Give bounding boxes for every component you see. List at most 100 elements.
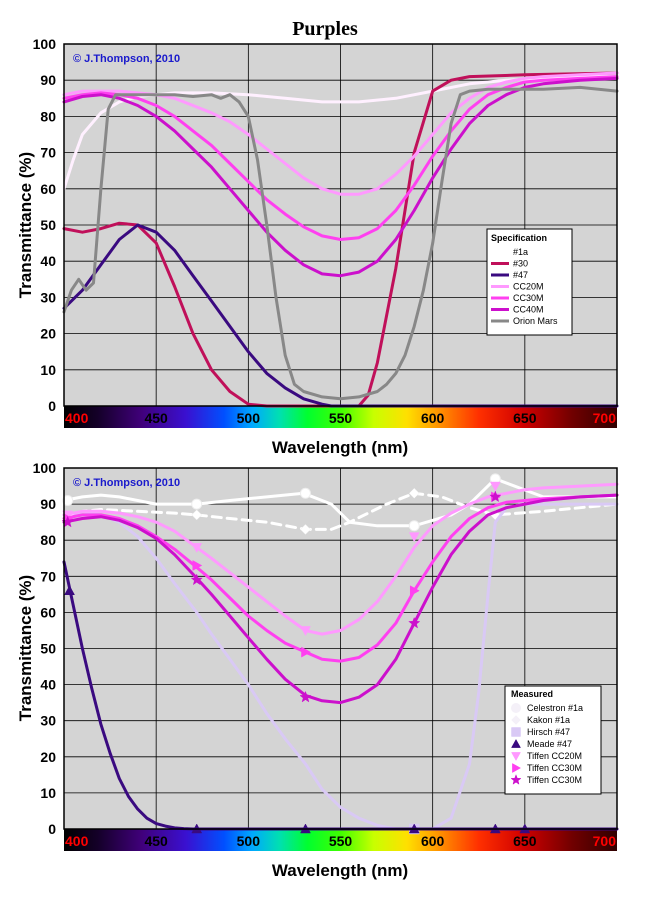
legend-label: CC30M bbox=[513, 293, 544, 303]
spectrum-bar-top bbox=[64, 406, 617, 428]
y-tick-label: 90 bbox=[40, 72, 56, 88]
data-point-tiffen-cc30m bbox=[408, 616, 421, 629]
legend-title-bottom: Measured bbox=[511, 689, 553, 699]
legend-marker bbox=[512, 763, 522, 773]
data-point-meade-47 bbox=[64, 585, 75, 595]
legend-marker bbox=[511, 752, 521, 762]
data-point-kakon-1a bbox=[300, 524, 311, 535]
data-point-tiffen-cc20m bbox=[408, 532, 420, 543]
x-tick-label: 700 bbox=[593, 833, 617, 849]
y-ticks-bottom: 0 10 20 30 40 50 60 70 80 90 100 bbox=[33, 460, 57, 837]
figure-title: Purples bbox=[292, 18, 358, 40]
series-line-hirsch-47 bbox=[62, 502, 619, 831]
y-tick-label: 60 bbox=[40, 604, 56, 620]
legend-bottom: Measured Celestron #1a Kakon #1a Hirsch #4… bbox=[504, 685, 602, 795]
y-tick-label: 50 bbox=[40, 217, 56, 233]
legend-label: Tiffen CC30M bbox=[527, 763, 582, 773]
legend-label: Hirsch #47 bbox=[527, 727, 570, 737]
legend-label: Celestron #1a bbox=[527, 703, 583, 713]
legend-title-top: Specification bbox=[491, 233, 547, 243]
x-tick-label: 400 bbox=[65, 833, 89, 849]
y-tick-label: 0 bbox=[48, 821, 56, 837]
y-tick-label: 40 bbox=[40, 677, 56, 693]
data-point-tiffen-cc20m bbox=[191, 543, 203, 553]
data-point-celestron-1a bbox=[299, 487, 311, 499]
x-tick-label: 650 bbox=[513, 833, 537, 849]
series-group-bottom bbox=[61, 473, 619, 835]
series-line-tiffen-cc30m bbox=[62, 493, 619, 705]
copyright-bottom: © J.Thompson, 2010 bbox=[73, 477, 180, 489]
copyright-top: © J.Thompson, 2010 bbox=[73, 53, 180, 65]
series-line-orion-mars bbox=[62, 85, 619, 401]
x-tick-label: 450 bbox=[144, 410, 168, 426]
y-tick-label: 20 bbox=[40, 326, 56, 342]
legend-label: Tiffen CC30M bbox=[527, 775, 582, 785]
x-tick-label: 650 bbox=[513, 410, 537, 426]
x-tick-label: 450 bbox=[144, 833, 168, 849]
x-axis-label-top: Wavelength (nm) bbox=[272, 438, 408, 457]
legend-marker bbox=[511, 715, 521, 725]
y-tick-label: 30 bbox=[40, 289, 56, 305]
x-ticks-top: 400 450 500 550 600 650 700 bbox=[65, 410, 616, 426]
x-tick-label: 600 bbox=[421, 833, 445, 849]
chart-top: © J.Thompson, 2010 0 10 20 30 40 50 60 70 80 90 10… bbox=[16, 36, 619, 457]
y-tick-label: 20 bbox=[40, 749, 56, 765]
legend-label: Kakon #1a bbox=[527, 715, 570, 725]
y-tick-label: 100 bbox=[33, 36, 57, 52]
y-tick-label: 10 bbox=[40, 785, 56, 801]
plot-frame-bottom bbox=[63, 467, 618, 830]
series-line-cc30m bbox=[62, 75, 619, 241]
data-point-tiffen-cc30m bbox=[409, 585, 420, 597]
y-tick-label: 40 bbox=[40, 253, 56, 269]
y-tick-label: 100 bbox=[33, 460, 57, 476]
x-axis-label-bottom: Wavelength (nm) bbox=[272, 861, 408, 880]
legend-label: CC20M bbox=[513, 282, 544, 292]
series-group-top bbox=[62, 71, 619, 408]
series-line-cc40m bbox=[62, 76, 619, 278]
data-point-celestron-1a bbox=[191, 498, 203, 510]
legend-marker bbox=[511, 727, 521, 737]
legend-marker bbox=[510, 774, 522, 785]
y-ticks-top: 0 10 20 30 40 50 60 70 80 90 100 bbox=[33, 36, 57, 414]
data-point-kakon-1a bbox=[408, 487, 420, 499]
data-point-tiffen-cc20m bbox=[489, 481, 501, 492]
y-axis-label-top: Transmittance (%) bbox=[16, 152, 35, 298]
y-tick-label: 70 bbox=[40, 145, 56, 161]
series-line--47 bbox=[62, 223, 619, 408]
data-point-tiffen-cc30m bbox=[190, 573, 203, 586]
legend-box-bottom bbox=[504, 685, 602, 795]
data-point-kakon-1a bbox=[191, 509, 203, 521]
data-point-tiffen-cc30m bbox=[489, 490, 502, 503]
legend-entries-bottom: Celestron #1a Kakon #1a Hirsch #47 Meade #4… bbox=[510, 703, 583, 785]
series-line-tiffen-cc30m bbox=[62, 493, 619, 663]
y-tick-label: 0 bbox=[48, 398, 56, 414]
y-axis-label-bottom: Transmittance (%) bbox=[16, 575, 35, 721]
x-tick-label: 550 bbox=[329, 410, 353, 426]
legend-label: #30 bbox=[513, 259, 528, 269]
x-tick-label: 400 bbox=[65, 410, 89, 426]
legend-marker bbox=[511, 703, 521, 713]
y-tick-label: 90 bbox=[40, 496, 56, 512]
x-tick-label: 700 bbox=[593, 410, 617, 426]
series-line-kakon-1a bbox=[62, 491, 619, 531]
y-tick-label: 80 bbox=[40, 108, 56, 124]
data-point-tiffen-cc30m bbox=[299, 690, 312, 703]
data-point-tiffen-cc20m bbox=[300, 626, 311, 636]
x-tick-label: 500 bbox=[237, 833, 261, 849]
legend-label: Tiffen CC20M bbox=[527, 751, 582, 761]
x-ticks-bottom: 400 450 500 550 600 650 700 bbox=[65, 833, 616, 849]
legend-label: Orion Mars bbox=[513, 316, 558, 326]
y-tick-label: 80 bbox=[40, 532, 56, 548]
plot-frame-top bbox=[63, 43, 618, 407]
x-tick-label: 500 bbox=[237, 410, 261, 426]
y-tick-label: 60 bbox=[40, 181, 56, 197]
spectrum-bar-bottom bbox=[64, 829, 617, 851]
x-tick-label: 600 bbox=[421, 410, 445, 426]
data-point-tiffen-cc30m bbox=[301, 646, 311, 658]
y-tick-label: 10 bbox=[40, 362, 56, 378]
chart-bottom: © J.Thompson, 2010 0 10 20 30 40 50 60 70 80 90 10… bbox=[16, 460, 619, 880]
legend-marker bbox=[511, 738, 521, 748]
